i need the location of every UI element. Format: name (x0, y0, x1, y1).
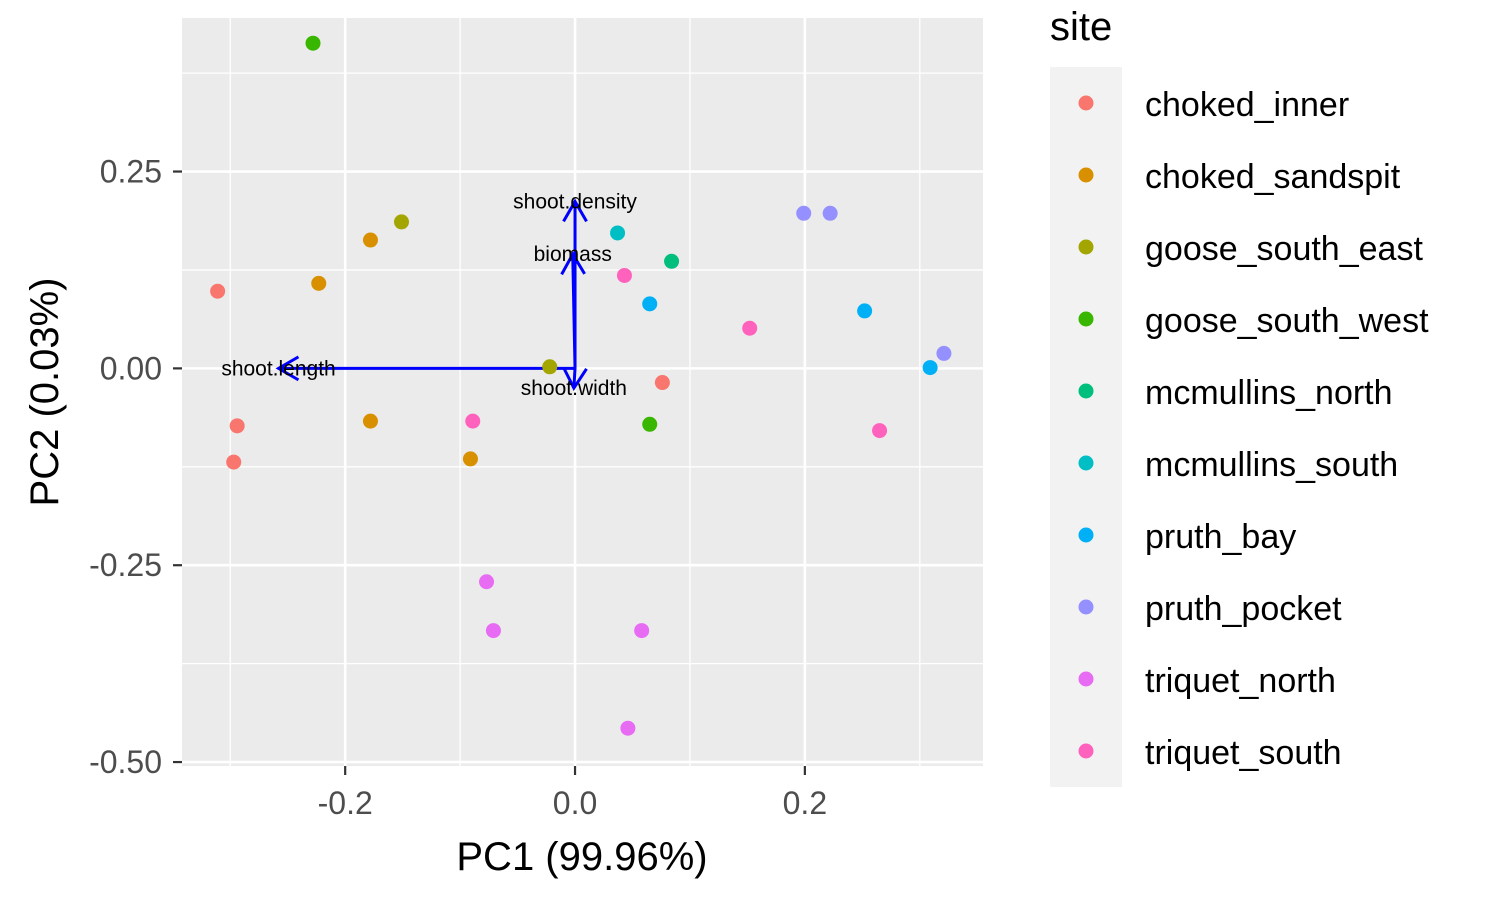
data-point-pruth-pocket (936, 345, 952, 361)
legend-label-pruth-bay: pruth_bay (1145, 518, 1296, 556)
y-axis: 0.25 0.00 -0.25 -0.50 (89, 154, 182, 780)
data-point-pruth-bay (857, 303, 873, 319)
data-point-choked-inner (229, 418, 245, 434)
y-axis-title: PC2 (0.03%) (23, 278, 67, 507)
loading-label-shoot-density: shoot.density (513, 190, 637, 213)
loading-label-shoot-length: shoot.length (221, 357, 335, 380)
legend-key-triquet-north (1078, 671, 1094, 687)
y-tick-label: -0.50 (89, 744, 162, 780)
data-point-mcmullins-south (610, 225, 626, 241)
legend-key-pruth-bay (1078, 527, 1094, 543)
data-point-triquet-north (479, 574, 495, 590)
legend-items: choked_inner choked_sandspit goose_south_e… (1078, 86, 1429, 772)
legend-label-choked-inner: choked_inner (1145, 86, 1349, 124)
legend-key-mcmullins-north (1078, 383, 1094, 399)
data-point-goose-south-east (542, 359, 558, 375)
y-tick-label: 0.00 (100, 350, 162, 386)
legend-key-background (1050, 67, 1122, 787)
legend-key-goose-south-west (1078, 311, 1094, 327)
loading-arrow-shoot-width (572, 368, 577, 389)
arrowhead-shoot-width (562, 366, 588, 392)
major-gridlines (182, 18, 983, 766)
legend-label-goose-south-east: goose_south_east (1145, 230, 1423, 268)
data-point-pruth-bay (642, 296, 658, 312)
legend-key-mcmullins-south (1078, 455, 1094, 471)
legend-label-goose-south-west: goose_south_west (1145, 302, 1429, 340)
loading-label-shoot-width: shoot.width (521, 377, 627, 400)
legend-label-pruth-pocket: pruth_pocket (1145, 590, 1342, 628)
y-tick-label: 0.25 (100, 154, 162, 190)
data-point-triquet-north (620, 720, 636, 736)
data-point-choked-inner (210, 283, 226, 299)
data-point-triquet-south (616, 267, 632, 283)
legend-label-mcmullins-north: mcmullins_north (1145, 374, 1393, 412)
data-point-pruth-bay (922, 360, 938, 376)
y-tick-label: -0.25 (89, 547, 162, 583)
minor-gridlines (182, 18, 983, 766)
data-point-choked-sandspit (462, 451, 478, 467)
data-point-choked-sandspit (362, 232, 378, 248)
data-point-triquet-north (634, 623, 650, 639)
legend: site choked_inner choked_sandspit goose_so… (1050, 5, 1429, 787)
data-point-choked-inner (226, 454, 242, 470)
legend-key-triquet-south (1078, 743, 1094, 759)
arrowhead-shoot-density (562, 198, 588, 223)
data-point-pruth-pocket (796, 205, 812, 221)
loading-label-biomass: biomass (534, 243, 612, 266)
data-point-pruth-pocket (822, 205, 838, 221)
data-point-choked-sandspit (362, 413, 378, 429)
data-point-triquet-south (872, 423, 888, 439)
data-points (210, 35, 952, 736)
x-axis-title: PC1 (99.96%) (456, 835, 707, 879)
loading-arrow-biomass (571, 254, 577, 369)
data-point-goose-south-west (642, 416, 658, 432)
data-point-triquet-south (465, 413, 481, 429)
x-axis: -0.2 0.0 0.2 (318, 766, 827, 821)
loading-arrows (275, 198, 588, 392)
legend-key-choked-sandspit (1078, 167, 1094, 183)
x-tick-label: 0.2 (783, 785, 827, 821)
legend-label-triquet-south: triquet_south (1145, 734, 1342, 772)
arrowhead-shoot-length (275, 355, 300, 382)
x-tick-label: -0.2 (318, 785, 373, 821)
legend-label-choked-sandspit: choked_sandspit (1145, 158, 1401, 196)
data-point-goose-south-east (393, 214, 409, 230)
legend-key-pruth-pocket (1078, 599, 1094, 615)
legend-key-choked-inner (1078, 95, 1094, 111)
data-point-triquet-north (485, 623, 501, 639)
loading-labels: shoot.density biomass shoot.length shoot.wi… (221, 190, 637, 400)
data-point-goose-south-west (305, 35, 321, 51)
legend-label-mcmullins-south: mcmullins_south (1145, 446, 1398, 484)
plot-panel (182, 18, 983, 766)
data-point-triquet-south (742, 320, 758, 336)
data-point-mcmullins-north (664, 253, 680, 269)
legend-title: site (1050, 5, 1112, 49)
legend-label-triquet-north: triquet_north (1145, 662, 1336, 700)
data-point-choked-inner (654, 375, 670, 391)
legend-key-goose-south-east (1078, 239, 1094, 255)
data-point-choked-sandspit (311, 275, 327, 291)
x-tick-label: 0.0 (553, 785, 597, 821)
arrowhead-biomass (560, 251, 586, 276)
